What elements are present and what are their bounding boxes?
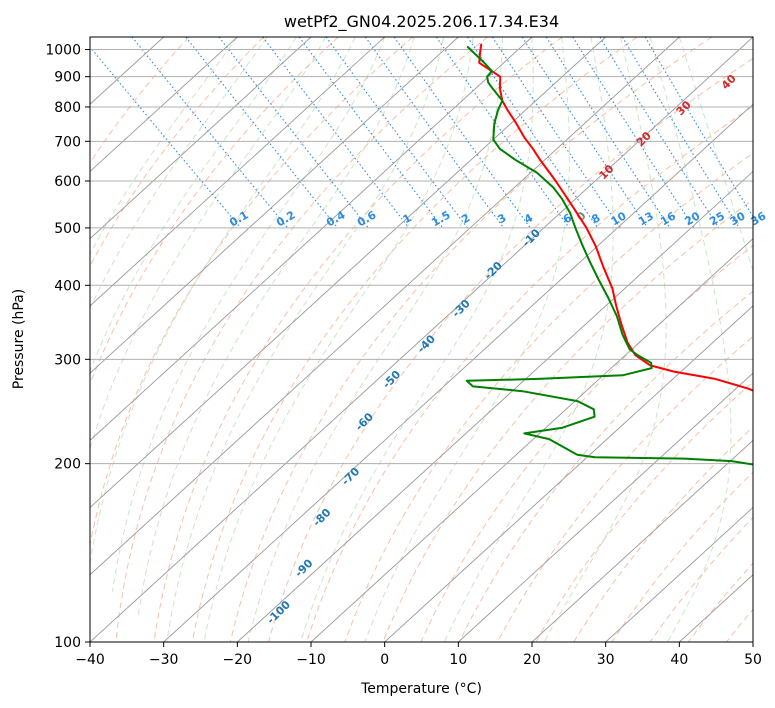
dry-adiabat-line — [420, 244, 753, 642]
y-tick-label: 300 — [54, 352, 81, 368]
mixing-ratio-line — [467, 37, 599, 229]
x-tick-label: 30 — [597, 652, 615, 668]
chart-title: wetPf2_GN04.2025.206.17.34.E34 — [284, 12, 559, 32]
y-tick-label: 1000 — [45, 43, 81, 59]
y-tick-label: 600 — [54, 174, 81, 190]
dry-adiabat-line — [191, 37, 638, 642]
x-tick-label: 0 — [380, 652, 389, 668]
mixing-ratio-line — [644, 37, 753, 218]
x-tick-label: 20 — [523, 652, 541, 668]
x-axis-label: Temperature (°C) — [360, 681, 482, 697]
mixing-ratio-line — [621, 37, 740, 229]
y-axis-label: Pressure (hPa) — [11, 289, 27, 389]
isotherm-line — [605, 506, 753, 642]
y-tick-label: 200 — [54, 457, 81, 473]
mixing-ratio-line — [90, 46, 242, 229]
x-tick-label: −10 — [296, 652, 326, 668]
dry-adiabat-line — [115, 37, 488, 642]
moist-adiabat-line — [300, 37, 534, 642]
moist-adiabat-line — [90, 37, 327, 451]
moist-adiabat-line — [111, 37, 386, 592]
moist-adiabat-line — [203, 37, 474, 642]
isotherm-line — [90, 37, 385, 307]
y-tick-label: 700 — [54, 134, 81, 150]
x-tick-label: 10 — [449, 652, 467, 668]
y-tick-label: 800 — [54, 100, 81, 116]
moist-adiabat-line — [678, 37, 753, 273]
isotherm-line — [163, 103, 753, 642]
dewpoint-profile-line — [465, 46, 753, 466]
mixing-ratio-line — [185, 37, 339, 229]
isotherm-line — [90, 37, 753, 642]
moist-adiabat-line — [90, 37, 238, 256]
dry-adiabat-line — [153, 37, 563, 642]
y-tick-label: 100 — [54, 635, 81, 651]
dry-adiabat-line — [344, 152, 753, 642]
mixing-ratio-line — [599, 37, 720, 229]
x-tick-label: −20 — [223, 652, 253, 668]
isotherm-line — [310, 238, 753, 642]
dry-adiabat-line — [573, 426, 753, 642]
isotherm-line — [384, 305, 753, 642]
mixing-ratio-line — [393, 37, 531, 229]
isotherm-line — [90, 37, 312, 240]
mixing-ratio-line — [131, 37, 289, 229]
isotherm-line — [531, 439, 753, 642]
moist-adiabat-line — [90, 37, 297, 373]
dry-adiabat-line — [458, 290, 753, 642]
isotherm-line — [237, 170, 753, 642]
isotherm-line — [90, 37, 680, 576]
moist-adiabat-line — [649, 37, 732, 642]
dry-adiabat-line — [90, 37, 414, 548]
mixing-ratio-line — [572, 37, 695, 229]
moist-adiabat-line — [247, 37, 503, 642]
isotherm-line — [90, 37, 459, 374]
dry-adiabat-line — [649, 516, 753, 642]
dry-adiabat-line — [90, 37, 339, 386]
x-tick-label: −30 — [149, 652, 179, 668]
mixing-ratio-line — [545, 37, 671, 229]
moist-adiabat-line — [137, 37, 415, 617]
y-tick-label: 400 — [54, 278, 81, 294]
mixing-ratio-line — [262, 37, 410, 229]
isotherm-line — [90, 37, 533, 441]
dry-adiabat-line — [268, 57, 753, 642]
x-tick-label: 50 — [744, 652, 762, 668]
isotherm-line — [90, 37, 238, 173]
y-tick-label: 500 — [54, 221, 81, 237]
y-tick-label: 900 — [54, 70, 81, 86]
x-tick-label: 40 — [670, 652, 688, 668]
mixing-ratio-line — [364, 37, 505, 229]
mixing-ratio-line — [218, 37, 369, 229]
dry-adiabat-line — [382, 198, 753, 642]
x-tick-label: −40 — [75, 652, 105, 668]
isotherm-line — [90, 37, 606, 509]
moist-adiabat-line — [166, 37, 445, 642]
dry-adiabat-line — [496, 335, 753, 642]
dry-adiabat-line — [90, 37, 264, 267]
isotherm-line — [458, 372, 753, 642]
temperature-profile-line — [478, 43, 753, 392]
moist-adiabat-line — [443, 37, 614, 642]
plot-frame — [89, 36, 754, 643]
dry-adiabat-line — [306, 105, 753, 642]
dry-adiabat-line — [229, 37, 712, 642]
moist-adiabat-line — [90, 37, 356, 567]
